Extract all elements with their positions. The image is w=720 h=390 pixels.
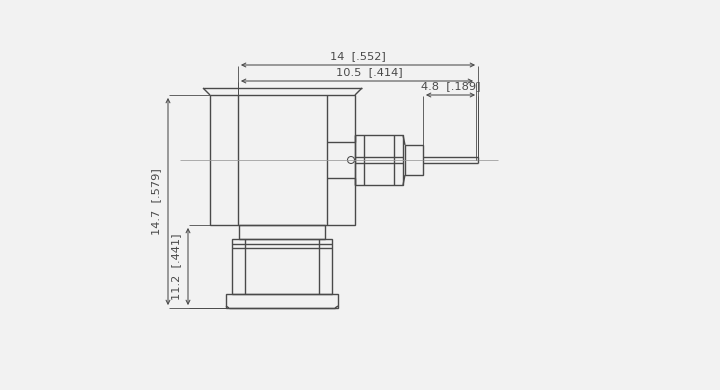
Text: 14.7  [.579]: 14.7 [.579] (151, 168, 161, 235)
Bar (405, 145, 423, 175)
Text: 4.8  [.189]: 4.8 [.189] (420, 81, 480, 91)
Text: 10.5  [.414]: 10.5 [.414] (336, 67, 402, 77)
Text: 11.2  [.441]: 11.2 [.441] (171, 233, 181, 300)
Bar (239, 225, 325, 239)
Bar (226, 294, 338, 308)
Bar (355, 135, 403, 185)
Text: 14  [.552]: 14 [.552] (330, 51, 386, 61)
Bar (232, 239, 332, 294)
Bar (210, 95, 355, 225)
